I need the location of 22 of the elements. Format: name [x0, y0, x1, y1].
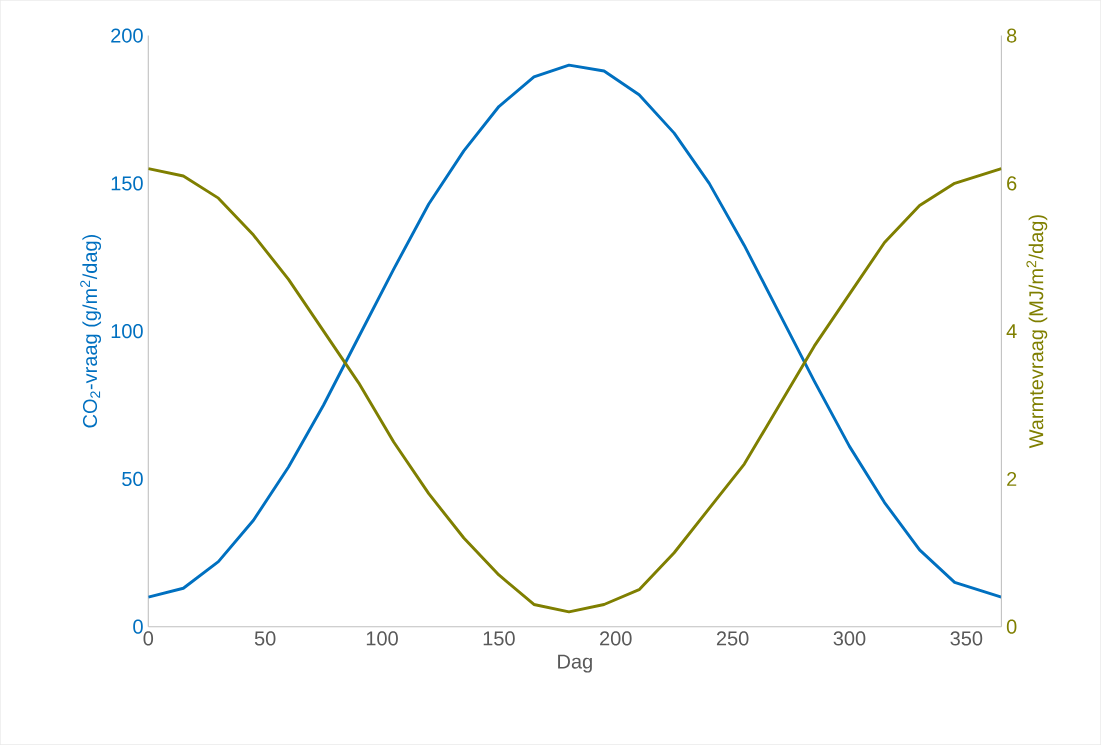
line-series: [148, 63, 1002, 599]
x-tick-label: 300: [833, 631, 866, 646]
y2-tick-label: 4: [1006, 324, 1017, 339]
x-tick-label: 250: [716, 631, 749, 646]
y-axis-title: CO$_{2}$-vraag (g/m$^{2}$/dag): [80, 235, 102, 428]
y-tick-label: 150: [111, 176, 143, 191]
y2-axis-title: Warmtevraag (MJ/m$^{2}$/dag): [1026, 215, 1048, 449]
x-axis-title: Dag: [558, 654, 592, 673]
x-tick-label: 200: [600, 631, 632, 646]
x-tick-label: 0: [143, 631, 154, 646]
x-tick-label: 350: [950, 631, 983, 646]
y-tick-label: 50: [122, 471, 143, 486]
y2-tick-label: 8: [1006, 28, 1017, 43]
x-tick-label: 50: [254, 631, 276, 646]
x-tick-label: 150: [483, 631, 515, 646]
y-tick-label: 0: [133, 619, 143, 634]
y2-tick-label: 6: [1007, 176, 1017, 191]
x-tick-label: 100: [366, 631, 398, 646]
y2-tick-label: 2: [1007, 471, 1017, 486]
y-tick-label: 200: [111, 28, 143, 43]
y2-tick-label: 0: [1006, 619, 1017, 634]
y-tick-label: 100: [111, 324, 143, 339]
